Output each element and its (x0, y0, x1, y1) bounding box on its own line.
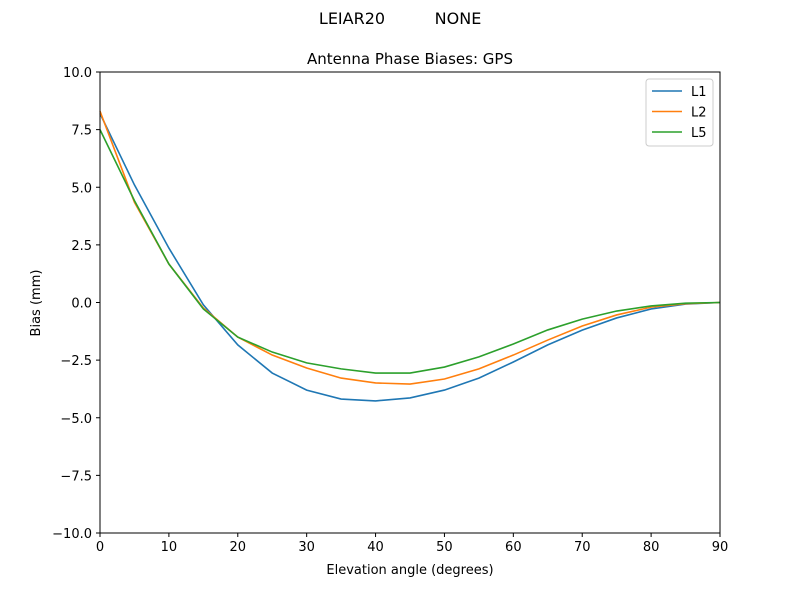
legend: L1 L2 L5 (645, 78, 714, 147)
x-tick-label: 70 (574, 540, 591, 555)
series-line-l5 (99, 129, 721, 374)
x-tick-label: 40 (367, 540, 384, 555)
y-tick-label: 0.0 (71, 297, 92, 312)
x-tick-label: 0 (96, 540, 104, 555)
y-tick-label: 10.0 (63, 66, 92, 81)
y-tick-label: −7.5 (60, 469, 92, 484)
y-tick-label: −10.0 (52, 527, 92, 542)
x-tick-label: 30 (298, 540, 315, 555)
y-axis-label: Bias (mm) (29, 270, 44, 337)
x-tick-label: 50 (436, 540, 453, 555)
y-tick-label: 2.5 (71, 239, 92, 254)
legend-box (645, 78, 714, 147)
x-tick-label: 10 (161, 540, 178, 555)
x-tick-label: 90 (712, 540, 729, 555)
suptitle-antenna: LEIAR20 (319, 9, 385, 28)
y-tick-label: −2.5 (60, 354, 92, 369)
chart-title: Antenna Phase Biases: GPS (307, 50, 513, 68)
suptitle-radome: NONE (435, 9, 482, 28)
y-tick-label: 5.0 (71, 181, 92, 196)
y-tick-label: −5.0 (60, 412, 92, 427)
series-line-l1 (99, 113, 721, 402)
legend-label-l2: L2 (691, 106, 707, 121)
legend-label-l5: L5 (691, 126, 707, 141)
x-tick-label: 20 (230, 540, 247, 555)
plot-frame (99, 71, 721, 534)
x-tick-label: 60 (505, 540, 522, 555)
x-tick-label: 80 (643, 540, 660, 555)
y-tick-label: 7.5 (71, 124, 92, 139)
x-axis-label: Elevation angle (degrees) (326, 563, 493, 578)
legend-label-l1: L1 (691, 85, 707, 100)
series-line-l2 (99, 110, 721, 385)
